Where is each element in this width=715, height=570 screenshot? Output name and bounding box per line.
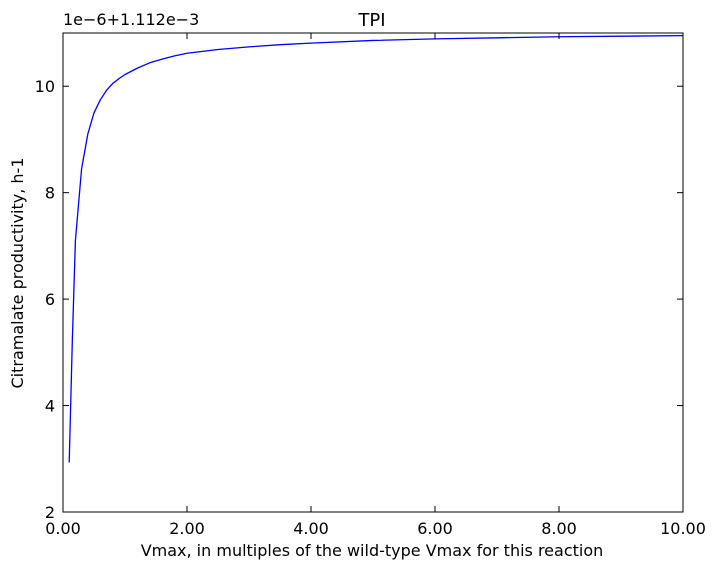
y-offset-label: 1e−6+1.112e−3 xyxy=(63,10,199,29)
y-tick-label: 2 xyxy=(45,503,55,522)
x-tick-label: 0.00 xyxy=(45,519,81,538)
plot-area: 0.00 2.00 4.00 6.00 8.00 10.00 2 4 6 8 10 xyxy=(35,32,706,538)
x-tick-label: 8.00 xyxy=(541,519,577,538)
y-tick-label: 10 xyxy=(35,77,55,96)
series-line-0 xyxy=(68,35,684,463)
plot-frame xyxy=(62,32,684,513)
x-tick-label: 4.00 xyxy=(293,519,329,538)
x-tick-label: 6.00 xyxy=(417,519,453,538)
y-tick-label: 6 xyxy=(45,290,55,309)
chart-title: TPI xyxy=(357,10,385,31)
y-tick-label: 4 xyxy=(45,397,55,416)
y-axis-label: Citramalate productivity, h-1 xyxy=(8,157,27,388)
x-tick-label: 10.00 xyxy=(660,519,706,538)
x-axis-label: Vmax, in multiples of the wild-type Vmax… xyxy=(141,541,604,560)
y-tick-label: 8 xyxy=(45,184,55,203)
x-tick-label: 2.00 xyxy=(169,519,205,538)
